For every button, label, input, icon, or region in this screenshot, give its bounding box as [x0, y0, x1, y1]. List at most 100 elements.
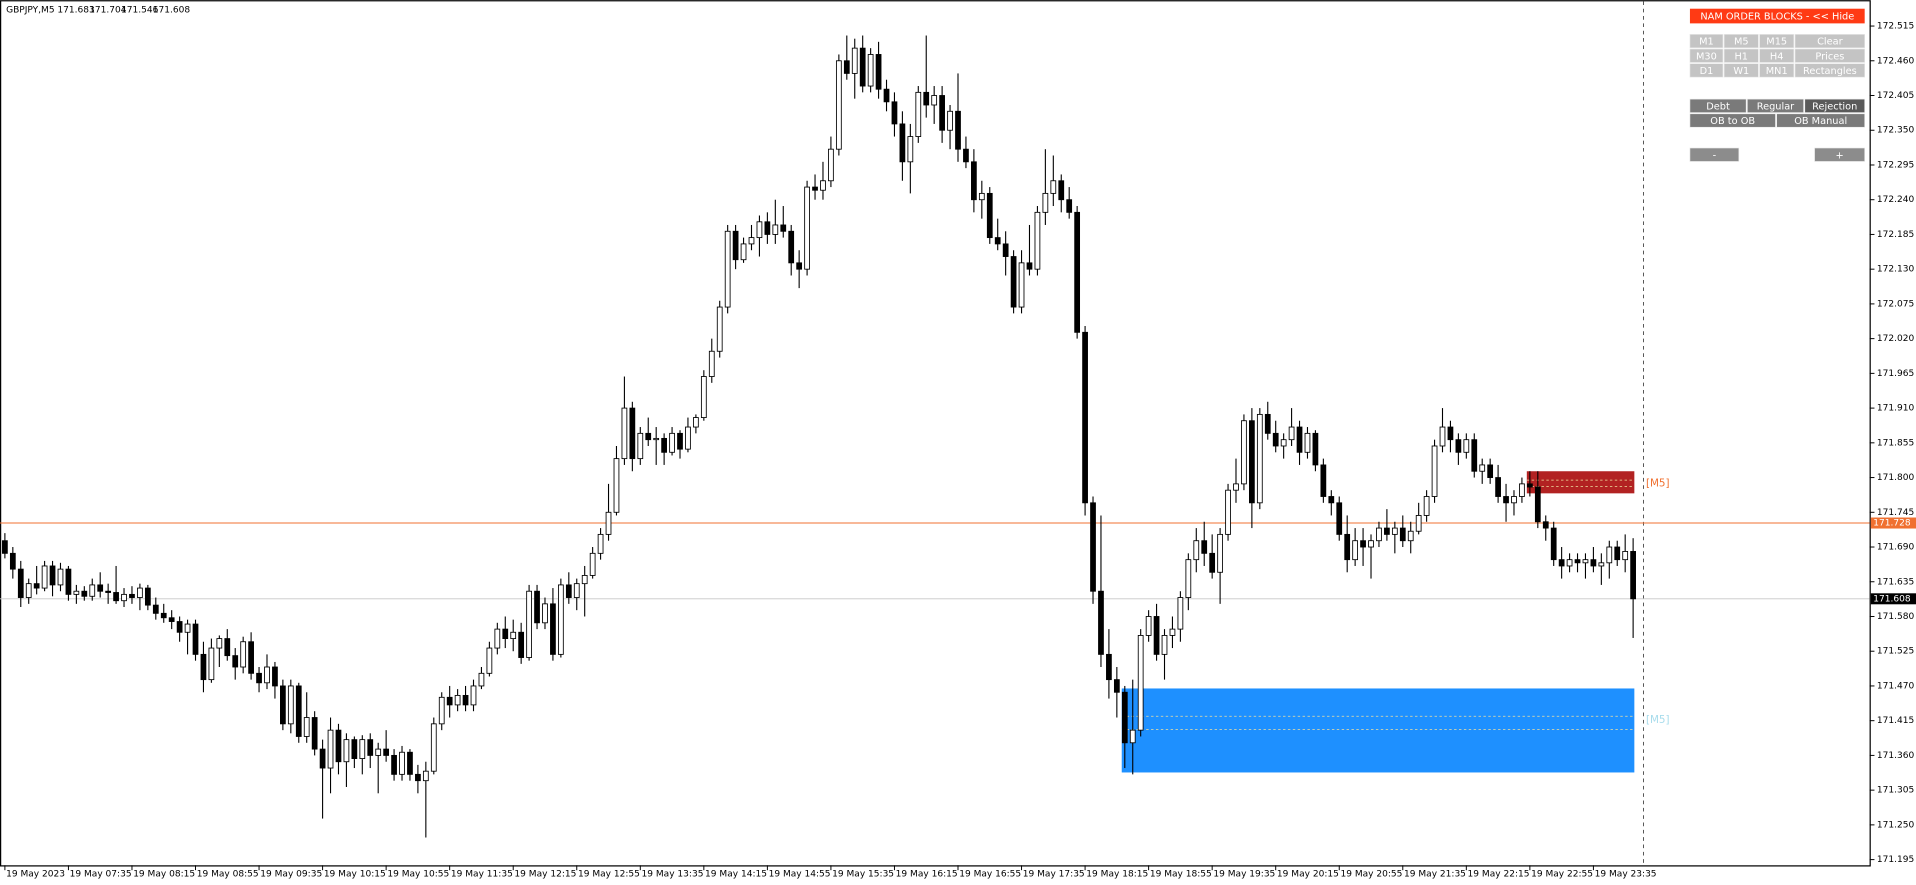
candle-body: [939, 95, 945, 131]
y-tick-label: 172.075: [1877, 299, 1914, 309]
panel-button[interactable]: [1689, 48, 1724, 63]
candle-body: [978, 192, 985, 201]
candle-body: [1344, 533, 1351, 561]
panel-button-label[interactable]: D1: [1700, 66, 1714, 77]
panel-button[interactable]: [1794, 63, 1865, 78]
x-tick-label: 19 May 20:55: [1340, 869, 1402, 879]
candle-body: [812, 186, 818, 191]
candle-body: [486, 647, 493, 674]
candle-body: [931, 95, 938, 106]
panel-title[interactable]: NAM ORDER BLOCKS - << Hide: [1700, 12, 1854, 23]
candle-body: [17, 568, 24, 598]
candle-body: [1439, 426, 1446, 447]
panel-button[interactable]: [1723, 63, 1759, 78]
candle-body: [1050, 180, 1057, 194]
panel-button[interactable]: [1723, 48, 1759, 63]
y-tick-label: 171.745: [1877, 508, 1914, 518]
x-tick-label: 19 May 09:35: [260, 869, 322, 879]
candle-body: [550, 603, 556, 655]
panel-button-label[interactable]: +: [1836, 150, 1844, 161]
candle-body: [859, 47, 866, 87]
candle-body: [200, 653, 207, 681]
panel-button-label[interactable]: OB to OB: [1710, 116, 1755, 127]
panel-button-label[interactable]: M5: [1734, 37, 1749, 48]
panel-title-button[interactable]: [1689, 8, 1865, 24]
candle-body: [708, 350, 715, 377]
candle-body: [669, 432, 675, 453]
panel-button[interactable]: [1794, 48, 1865, 63]
panel-button-label[interactable]: H1: [1734, 51, 1748, 62]
candle-body: [1280, 439, 1287, 447]
panel-button-label[interactable]: M15: [1766, 37, 1787, 48]
panel-button-label[interactable]: H4: [1770, 51, 1784, 62]
candle-body: [1558, 559, 1565, 567]
candle-body: [1002, 243, 1009, 257]
candle-body: [359, 739, 366, 759]
candle-body: [907, 136, 914, 163]
candle-body: [1256, 413, 1263, 504]
candle-body: [81, 590, 88, 597]
candle-body: [1368, 540, 1374, 548]
panel-button-label[interactable]: -: [1713, 150, 1717, 161]
panel-button[interactable]: [1747, 98, 1804, 113]
panel-button[interactable]: [1759, 48, 1795, 63]
candle-body: [121, 593, 127, 602]
candle-body: [49, 565, 56, 586]
candle-body: [1304, 432, 1311, 453]
panel-button-label[interactable]: Clear: [1817, 37, 1844, 48]
x-tick-label: 19 May 10:15: [324, 869, 386, 879]
panel-button[interactable]: [1776, 113, 1865, 128]
candle-body: [875, 54, 882, 90]
candle-body: [661, 437, 667, 453]
panel-button[interactable]: [1804, 98, 1865, 113]
y-tick-label: 171.250: [1877, 820, 1915, 830]
candle-body: [41, 565, 48, 589]
panel-button[interactable]: [1689, 147, 1740, 162]
x-tick-label: 19 May 08:55: [197, 869, 259, 879]
panel-button[interactable]: [1759, 63, 1795, 78]
panel-button[interactable]: [1689, 63, 1724, 78]
panel-button[interactable]: [1794, 34, 1865, 49]
candle-body: [557, 584, 564, 655]
candle-body: [621, 407, 628, 460]
candle-body: [1598, 562, 1605, 567]
candle-body: [1185, 559, 1192, 598]
panel-button[interactable]: [1759, 34, 1795, 49]
panel-button[interactable]: [1814, 147, 1865, 162]
candle-body: [454, 694, 461, 706]
plot-frame: [0, 0, 1871, 867]
candle-body: [1320, 464, 1327, 497]
y-tick-label: 172.405: [1877, 91, 1914, 101]
candle-body: [137, 587, 143, 598]
y-tick-label: 171.525: [1877, 647, 1914, 657]
order-block-label: [M5]: [1646, 478, 1670, 490]
y-tick-label: 171.910: [1877, 404, 1915, 414]
panel-button-label[interactable]: Rejection: [1812, 101, 1857, 112]
panel-button-label[interactable]: Debt: [1706, 101, 1730, 112]
x-tick-label: 19 May 16:55: [959, 869, 1021, 879]
candle-body: [851, 47, 858, 74]
panel-button-label[interactable]: M30: [1696, 51, 1717, 62]
candle-body: [113, 592, 119, 602]
panel-button[interactable]: [1689, 113, 1776, 128]
candle-body: [1622, 551, 1629, 561]
candle-body: [1082, 331, 1088, 504]
panel-button-label[interactable]: W1: [1733, 66, 1749, 77]
candle-body: [1137, 635, 1144, 731]
panel-button-label[interactable]: MN1: [1766, 66, 1788, 77]
candle-body: [915, 91, 922, 137]
panel-button[interactable]: [1689, 98, 1747, 113]
panel-button-label[interactable]: Prices: [1815, 51, 1844, 62]
panel-button[interactable]: [1689, 34, 1724, 49]
candle-body: [1447, 426, 1454, 441]
candle-body: [152, 604, 159, 614]
candle-body: [232, 655, 239, 668]
candle-body: [788, 230, 795, 264]
panel-button[interactable]: [1723, 34, 1759, 49]
panel-button-label[interactable]: Rectangles: [1803, 66, 1857, 77]
panel-button-label[interactable]: Regular: [1757, 101, 1795, 112]
candle-body: [343, 739, 350, 763]
panel-button-label[interactable]: M1: [1699, 37, 1714, 48]
panel-button-label[interactable]: OB Manual: [1794, 116, 1847, 127]
candle-body: [1614, 546, 1621, 561]
